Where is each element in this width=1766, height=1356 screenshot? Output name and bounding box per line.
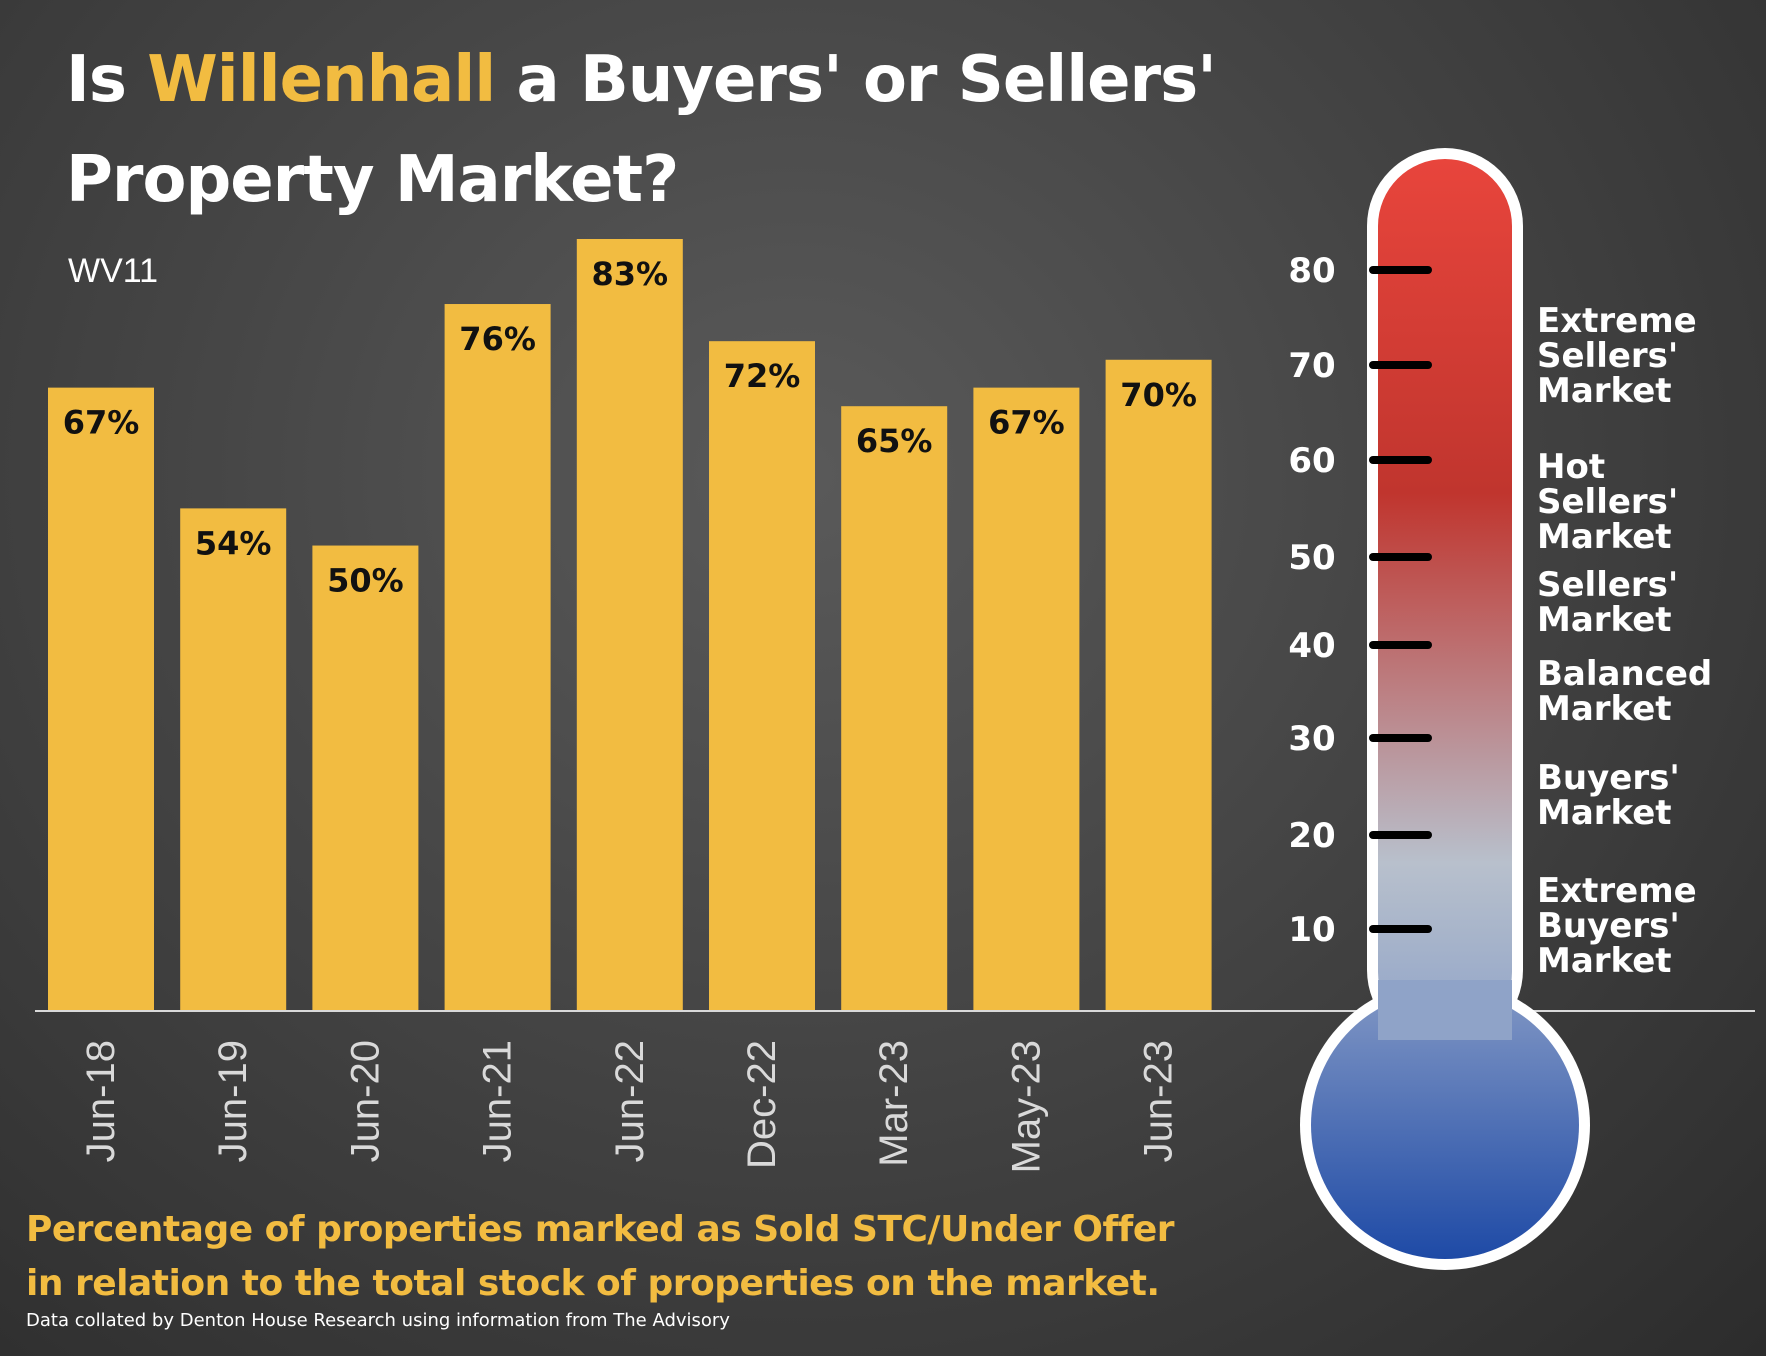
- x-tick-label: Jun-18: [79, 1040, 123, 1162]
- zone-label-line: Sellers': [1537, 565, 1679, 605]
- title-town-highlight: Willenhall: [147, 43, 496, 117]
- zone-label-line: Buyers': [1537, 906, 1680, 946]
- footnote-line2: in relation to the total stock of proper…: [26, 1263, 1160, 1304]
- thermometer-tick-label: 10: [1288, 910, 1335, 950]
- bar-Jun-20: [312, 545, 419, 1010]
- bars-group: 67% 54% 50% 76% 83% 72% 65% 67% 70%: [48, 239, 1212, 1011]
- zone-label: Balanced Market: [1537, 657, 1712, 727]
- title-prefix: Is: [66, 43, 148, 117]
- x-tick-label: Jun-22: [608, 1040, 652, 1162]
- zone-label-line: Hot: [1537, 447, 1606, 487]
- bar-Jun-18: [48, 387, 154, 1011]
- zone-label-line: Balanced: [1537, 654, 1713, 694]
- zone-label: Sellers' Market: [1537, 568, 1678, 638]
- thermometer-tube-fill: [1378, 159, 1512, 1039]
- chart-footnote: Percentage of properties marked as Sold …: [26, 1203, 1175, 1311]
- footnote-line1: Percentage of properties marked as Sold …: [26, 1209, 1175, 1250]
- thermometer-tick-label: 70: [1288, 346, 1335, 386]
- title-line2: Property Market?: [66, 143, 679, 217]
- page-title: Is Willenhall a Buyers' or Sellers' Prope…: [66, 30, 1217, 230]
- zone-label-line: Sellers': [1537, 482, 1679, 522]
- thermometer-bulb-fill: [1311, 991, 1579, 1259]
- x-axis-labels: Jun-18 Jun-19 Jun-20 Jun-21 Jun-22 Dec-22 Mar-…: [79, 1040, 1181, 1173]
- x-tick-label: Mar-23: [872, 1040, 916, 1167]
- thermometer-neck-fill: [1378, 980, 1512, 1040]
- thermometer-tick-label: 20: [1288, 816, 1335, 856]
- zone-label-line: Market: [1537, 793, 1672, 833]
- bar-value-label: 67%: [63, 404, 140, 442]
- bar-value-label: 50%: [327, 562, 404, 600]
- thermometer-tick-label: 50: [1288, 538, 1335, 578]
- bar-Jun-21: [444, 304, 551, 1010]
- zone-label-line: Market: [1537, 941, 1672, 981]
- bar-Jun-19: [180, 508, 287, 1010]
- x-tick-label: Jun-21: [476, 1040, 520, 1162]
- thermometer-tick-label: 30: [1288, 719, 1335, 759]
- thermometer-tick-label: 80: [1288, 251, 1335, 291]
- zone-label-line: Sellers': [1537, 336, 1679, 376]
- thermometer-tick-label: 40: [1288, 626, 1335, 666]
- thermometer-tick-label: 60: [1288, 441, 1335, 481]
- zone-label: Buyers' Market: [1537, 761, 1680, 831]
- bar-value-label: 72%: [724, 357, 801, 395]
- zone-label-line: Extreme: [1537, 301, 1697, 341]
- bar-Dec-22: [709, 341, 815, 1010]
- bar-value-label: 70%: [1120, 376, 1197, 414]
- x-tick-label: Jun-23: [1137, 1040, 1181, 1162]
- zone-label-line: Market: [1537, 689, 1672, 729]
- bar-value-label: 83%: [592, 255, 669, 293]
- zone-label-line: Extreme: [1537, 871, 1697, 911]
- zone-label-line: Market: [1537, 371, 1672, 411]
- thermometer: 10 20 30 40 50 60 70 80: [1288, 148, 1590, 1270]
- x-tick-label: May-23: [1004, 1040, 1048, 1173]
- zone-label-line: Buyers': [1537, 758, 1680, 798]
- bar-value-label: 54%: [195, 524, 272, 562]
- title-suffix: a Buyers' or Sellers': [495, 43, 1216, 117]
- x-tick-label: Dec-22: [740, 1040, 784, 1169]
- x-tick-label: Jun-19: [211, 1040, 255, 1162]
- x-tick-label: Jun-20: [343, 1040, 387, 1162]
- bar-Mar-23: [841, 406, 948, 1010]
- postcode-label: WV11: [68, 252, 159, 290]
- bar-value-label: 65%: [856, 422, 933, 460]
- zone-label-line: Market: [1537, 600, 1672, 640]
- zone-label: Extreme Buyers' Market: [1537, 874, 1697, 979]
- bar-value-label: 67%: [988, 404, 1065, 442]
- bar-Jun-22: [576, 239, 683, 1010]
- zone-label-line: Market: [1537, 517, 1672, 557]
- zone-label: Hot Sellers' Market: [1537, 450, 1678, 555]
- zone-label: Extreme Sellers' Market: [1537, 304, 1697, 409]
- data-source: Data collated by Denton House Research u…: [26, 1310, 730, 1331]
- bar-May-23: [973, 387, 1080, 1011]
- bar-value-label: 76%: [459, 320, 536, 358]
- bar-Jun-23: [1105, 359, 1212, 1010]
